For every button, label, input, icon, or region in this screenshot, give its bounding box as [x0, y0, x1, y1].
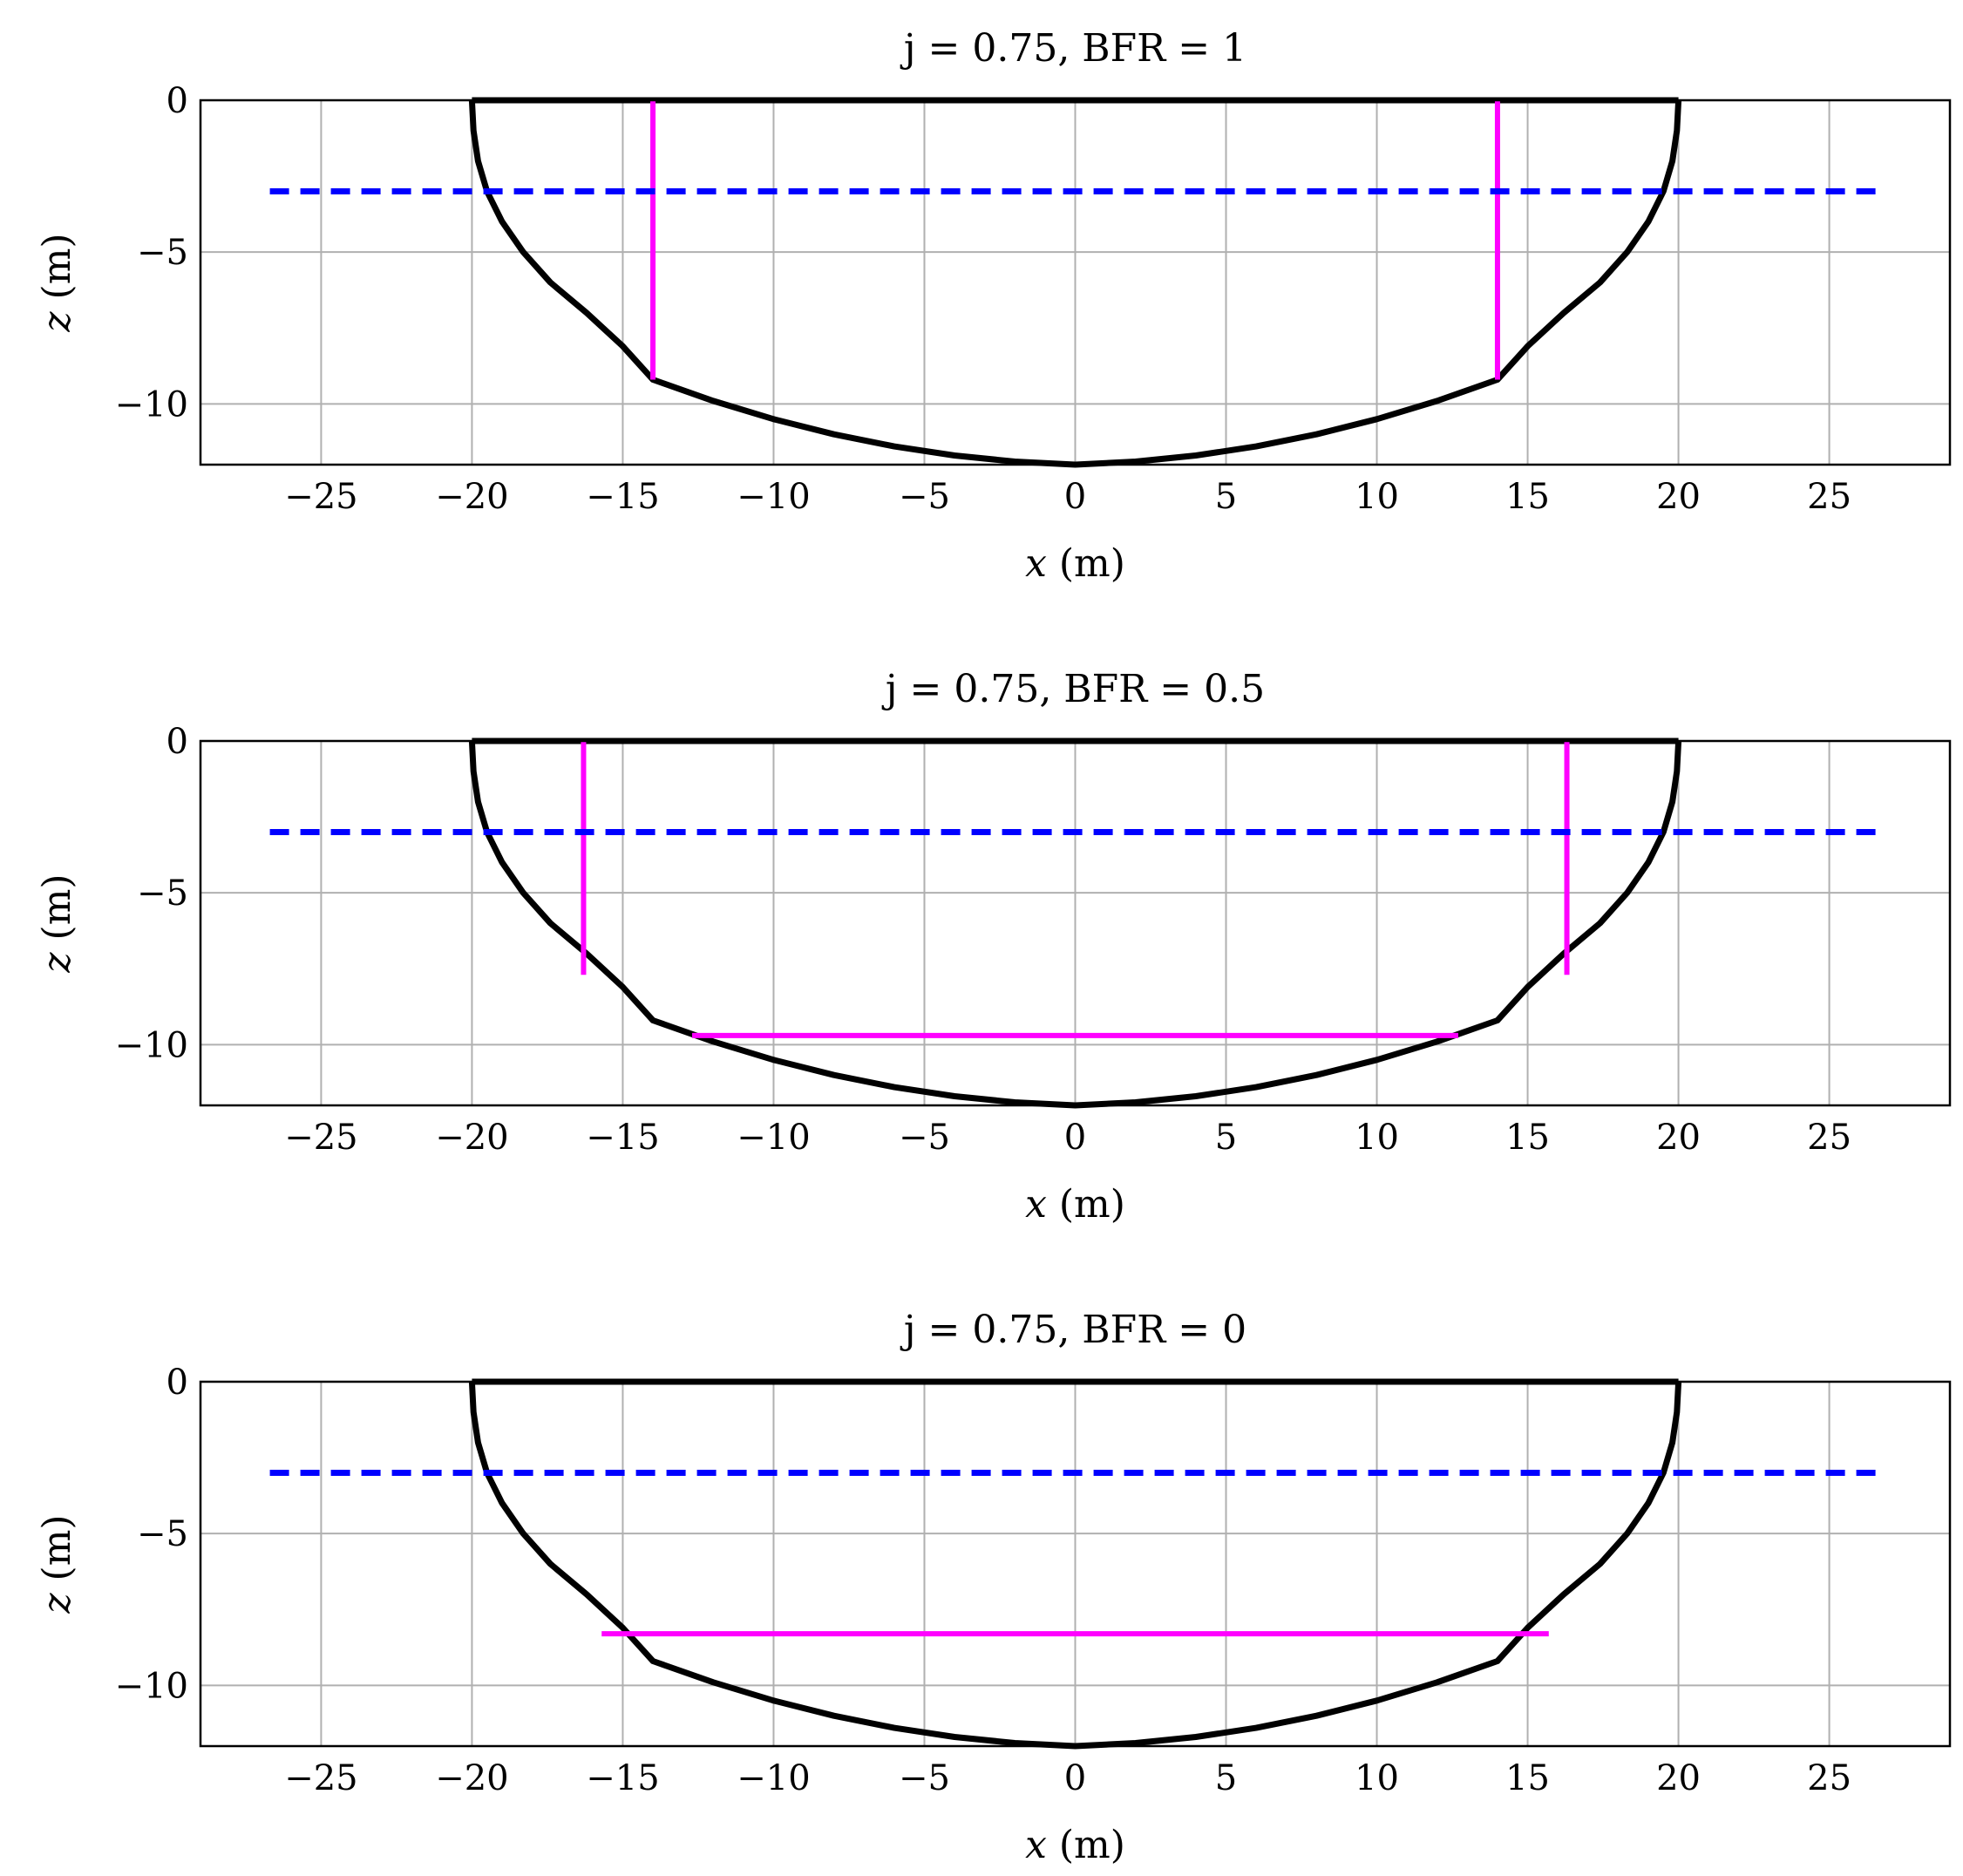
x-tick-label: −15 [586, 1118, 659, 1158]
x-tick-label: −25 [284, 1118, 357, 1158]
chart-panel-3: j = 0.75, BFR = 0 −25 −20 −15 −10 −5 0 5 10 15 20 2… [35, 1308, 1952, 1867]
x-tick-label: −15 [586, 477, 659, 517]
y-tick-label: −5 [137, 873, 188, 914]
y-axis-label: z (m) [35, 1514, 79, 1614]
x-tick-label: 5 [1215, 1758, 1237, 1798]
x-axis-label-unit: (m) [1047, 1182, 1125, 1227]
x-tick-label: 15 [1505, 1758, 1550, 1798]
x-tick-label: 20 [1656, 1758, 1701, 1798]
x-tick-label: 5 [1215, 1118, 1237, 1158]
x-tick-label: 5 [1215, 477, 1237, 517]
chart-title: j = 0.75, BFR = 1 [900, 26, 1246, 71]
y-tick-label: −5 [137, 1514, 188, 1554]
x-tick-label: 0 [1064, 1758, 1086, 1798]
x-axis-label: x (m) [1025, 541, 1125, 586]
x-tick-label: 0 [1064, 1118, 1086, 1158]
x-axis-label-unit: (m) [1047, 541, 1125, 586]
x-axis-label: x (m) [1025, 1823, 1125, 1867]
x-tick-label: 20 [1656, 1118, 1701, 1158]
x-tick-label: 0 [1064, 477, 1086, 517]
x-tick-label: −10 [737, 1118, 810, 1158]
x-tick-label: 15 [1505, 477, 1550, 517]
x-tick-label: 25 [1807, 1118, 1851, 1158]
y-tick-label: −10 [115, 384, 188, 425]
x-tick-label: 10 [1355, 1758, 1399, 1798]
x-tick-label: 20 [1656, 477, 1701, 517]
chart-panel-1: j = 0.75, BFR = 1 −25 −20 −15 −10 −5 0 5 10 15 20 2… [35, 26, 1952, 586]
x-tick-label: −25 [284, 1758, 357, 1798]
y-axis-label-unit: (m) [35, 873, 79, 952]
x-tick-label: 10 [1355, 477, 1399, 517]
y-axis-label-unit: (m) [35, 1514, 79, 1593]
y-tick-label: 0 [166, 81, 188, 121]
y-axis-label: z (m) [35, 873, 79, 973]
y-axis-label-variable: z [35, 952, 79, 974]
x-tick-label: 10 [1355, 1118, 1399, 1158]
x-tick-label: 25 [1807, 1758, 1851, 1798]
y-axis-label-variable: z [35, 1593, 79, 1614]
x-tick-label: −10 [737, 477, 810, 517]
x-tick-label: 25 [1807, 477, 1851, 517]
x-tick-label: −25 [284, 477, 357, 517]
x-axis-label-variable: x [1025, 541, 1047, 586]
x-tick-label: −20 [435, 1758, 508, 1798]
x-tick-label: −5 [899, 1118, 950, 1158]
x-tick-label: −20 [435, 477, 508, 517]
y-axis-label: z (m) [35, 233, 79, 332]
y-tick-label: 0 [166, 722, 188, 762]
chart-panel-2: j = 0.75, BFR = 0.5 −25 −20 −15 −10 −5 0 5 10 15 2… [35, 667, 1952, 1227]
x-tick-label: −5 [899, 1758, 950, 1798]
y-axis-label-unit: (m) [35, 233, 79, 311]
y-tick-label: −10 [115, 1666, 188, 1706]
y-tick-label: −5 [137, 233, 188, 273]
axes-frame [199, 739, 1952, 1107]
x-tick-label: −15 [586, 1758, 659, 1798]
x-tick-label: −5 [899, 477, 950, 517]
x-axis-label-variable: x [1025, 1182, 1047, 1227]
chart-title: j = 0.75, BFR = 0.5 [881, 667, 1265, 711]
y-axis-label-variable: z [35, 311, 79, 333]
chart-title: j = 0.75, BFR = 0 [900, 1308, 1246, 1352]
x-axis-label-unit: (m) [1047, 1823, 1125, 1867]
x-axis-label: x (m) [1025, 1182, 1125, 1227]
x-tick-label: −10 [737, 1758, 810, 1798]
y-tick-label: −10 [115, 1025, 188, 1065]
axes-frame [199, 1380, 1952, 1748]
x-axis-label-variable: x [1025, 1823, 1047, 1867]
axes-frame [199, 99, 1952, 466]
x-tick-label: −20 [435, 1118, 508, 1158]
x-tick-label: 15 [1505, 1118, 1550, 1158]
y-tick-label: 0 [166, 1363, 188, 1403]
